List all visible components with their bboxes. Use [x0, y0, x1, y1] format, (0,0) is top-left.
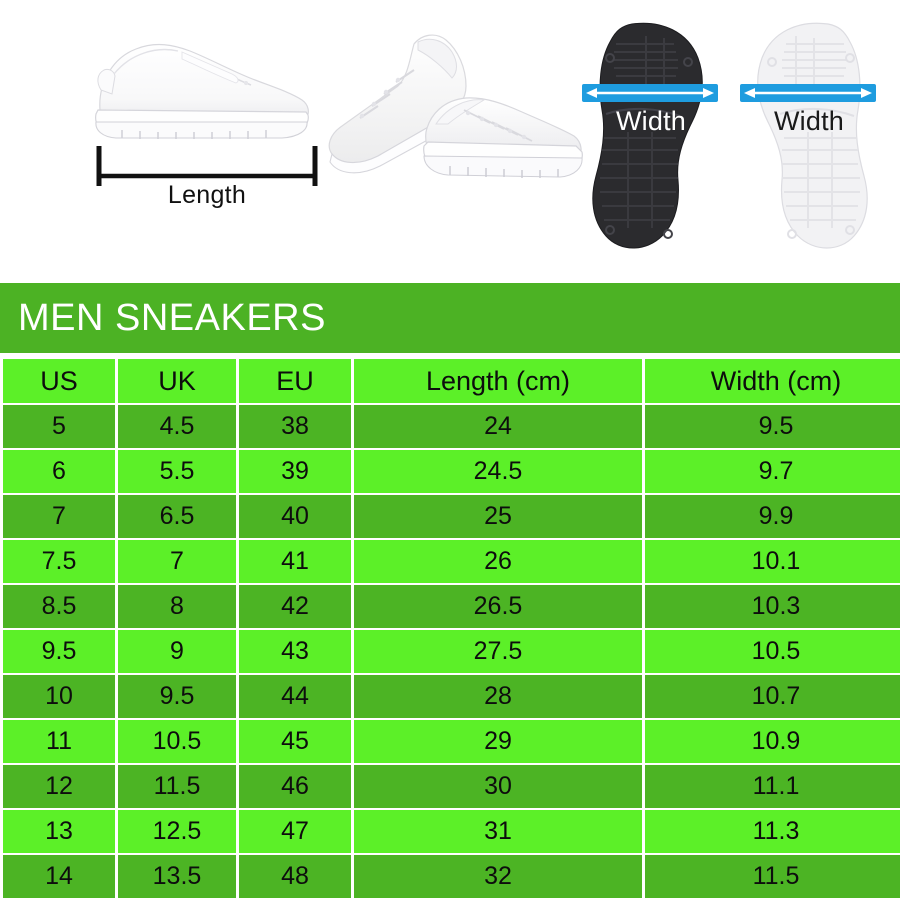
cell-us: 10: [3, 675, 115, 718]
cell-uk: 4.5: [118, 405, 236, 448]
cell-length: 31: [354, 810, 642, 853]
table-row: 13 12.5 47 31 11.3: [3, 810, 900, 853]
cell-length: 27.5: [354, 630, 642, 673]
cell-eu: 39: [239, 450, 351, 493]
column-header-width: Width (cm): [645, 359, 900, 403]
table-row: 9.5 9 43 27.5 10.5: [3, 630, 900, 673]
shoe-pair-angled-figure: [318, 14, 590, 224]
chart-title: MEN SNEAKERS: [18, 296, 326, 339]
cell-eu: 48: [239, 855, 351, 898]
column-header-uk: UK: [118, 359, 236, 403]
cell-uk: 10.5: [118, 720, 236, 763]
cell-eu: 46: [239, 765, 351, 808]
table-row: 7 6.5 40 25 9.9: [3, 495, 900, 538]
size-chart: MEN SNEAKERS US UK EU Length (cm) Width …: [0, 283, 900, 900]
cell-us: 12: [3, 765, 115, 808]
table-body: 5 4.5 38 24 9.5 6 5.5 39 24.5 9.7 7 6.5 40 25 9.9 7.5 7 4…: [3, 405, 900, 898]
cell-width: 10.7: [645, 675, 900, 718]
cell-width: 11.5: [645, 855, 900, 898]
length-measurement-bracket: Length: [96, 146, 318, 221]
table-row: 10 9.5 44 28 10.7: [3, 675, 900, 718]
length-label: Length: [167, 181, 247, 209]
double-arrow-icon: [744, 88, 872, 98]
shoe-sole-dark-icon: [592, 22, 703, 249]
cell-length: 29: [354, 720, 642, 763]
product-image-panel: Length: [0, 0, 900, 283]
cell-uk: 13.5: [118, 855, 236, 898]
cell-length: 28: [354, 675, 642, 718]
sneaker-pair-angled-icon: [328, 34, 583, 178]
width-label-dark: Width: [615, 106, 687, 136]
cell-length: 32: [354, 855, 642, 898]
shoe-sole-light-icon: [757, 22, 868, 249]
cell-eu: 43: [239, 630, 351, 673]
cell-eu: 45: [239, 720, 351, 763]
cell-width: 10.5: [645, 630, 900, 673]
sole-dark-unit: Width: [576, 18, 726, 258]
width-arrow-dark: [582, 84, 718, 102]
cell-eu: 42: [239, 585, 351, 628]
double-arrow-icon: [586, 88, 714, 98]
cell-eu: 38: [239, 405, 351, 448]
shoe-side-view-figure: Length: [78, 18, 328, 233]
cell-eu: 47: [239, 810, 351, 853]
sneaker-side-profile-icon: [95, 43, 309, 139]
cell-length: 26: [354, 540, 642, 583]
cell-uk: 5.5: [118, 450, 236, 493]
title-table-divider: [0, 353, 900, 357]
cell-length: 24.5: [354, 450, 642, 493]
table-row: 11 10.5 45 29 10.9: [3, 720, 900, 763]
cell-uk: 12.5: [118, 810, 236, 853]
soles-width-figure: Width: [576, 18, 894, 258]
table-row: 12 11.5 46 30 11.1: [3, 765, 900, 808]
cell-length: 26.5: [354, 585, 642, 628]
cell-uk: 9: [118, 630, 236, 673]
cell-width: 9.7: [645, 450, 900, 493]
cell-us: 7.5: [3, 540, 115, 583]
cell-width: 11.1: [645, 765, 900, 808]
cell-length: 30: [354, 765, 642, 808]
column-header-length: Length (cm): [354, 359, 642, 403]
cell-eu: 44: [239, 675, 351, 718]
cell-us: 5: [3, 405, 115, 448]
table-header-row: US UK EU Length (cm) Width (cm): [3, 359, 900, 403]
cell-uk: 8: [118, 585, 236, 628]
cell-eu: 40: [239, 495, 351, 538]
table-row: 7.5 7 41 26 10.1: [3, 540, 900, 583]
table-row: 8.5 8 42 26.5 10.3: [3, 585, 900, 628]
width-arrow-light: [740, 84, 876, 102]
cell-uk: 7: [118, 540, 236, 583]
cell-uk: 11.5: [118, 765, 236, 808]
cell-us: 7: [3, 495, 115, 538]
cell-us: 14: [3, 855, 115, 898]
cell-us: 11: [3, 720, 115, 763]
size-table: US UK EU Length (cm) Width (cm) 5 4.5 38 24…: [0, 357, 900, 900]
width-label-light: Width: [773, 106, 845, 136]
cell-width: 10.1: [645, 540, 900, 583]
cell-width: 10.3: [645, 585, 900, 628]
cell-us: 8.5: [3, 585, 115, 628]
cell-length: 25: [354, 495, 642, 538]
cell-uk: 9.5: [118, 675, 236, 718]
sole-light-unit: Width: [734, 18, 884, 258]
table-row: 6 5.5 39 24.5 9.7: [3, 450, 900, 493]
cell-width: 10.9: [645, 720, 900, 763]
cell-uk: 6.5: [118, 495, 236, 538]
cell-eu: 41: [239, 540, 351, 583]
cell-us: 6: [3, 450, 115, 493]
cell-width: 11.3: [645, 810, 900, 853]
length-bracket-icon: [96, 146, 318, 186]
column-header-eu: EU: [239, 359, 351, 403]
table-row: 14 13.5 48 32 11.5: [3, 855, 900, 898]
cell-width: 9.9: [645, 495, 900, 538]
cell-us: 9.5: [3, 630, 115, 673]
column-header-us: US: [3, 359, 115, 403]
chart-title-bar: MEN SNEAKERS: [0, 283, 900, 353]
cell-width: 9.5: [645, 405, 900, 448]
cell-us: 13: [3, 810, 115, 853]
cell-length: 24: [354, 405, 642, 448]
table-row: 5 4.5 38 24 9.5: [3, 405, 900, 448]
